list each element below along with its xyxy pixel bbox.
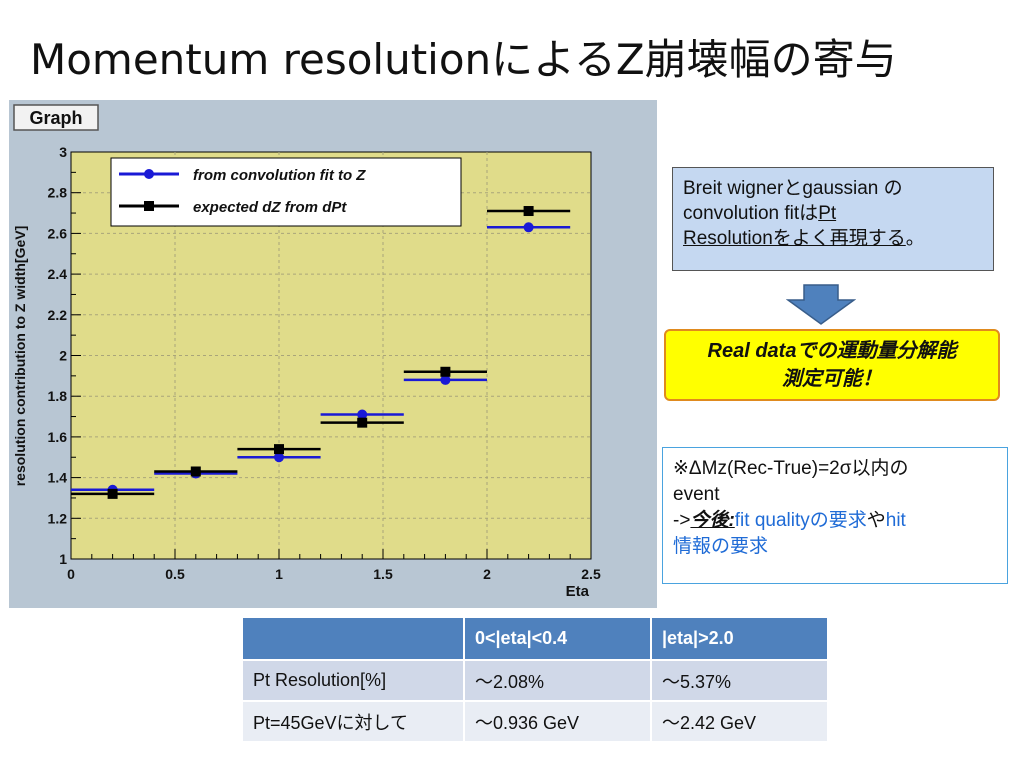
chart-svg: Graph 0 0.5 1 1.5 2 2.5 1 1.2 1.4 1.6 1.8 2 2.2 2.4 2.…: [9, 100, 657, 608]
note1-line3: Resolutionをよく再現する。: [683, 226, 983, 251]
down-arrow-icon: [786, 284, 856, 325]
y-axis-label: resolution contribution to Z width[GeV]: [12, 226, 28, 487]
table-header-row: 0<|eta|<0.4 |eta|>2.0: [241, 616, 829, 661]
note3-conjunction: や: [866, 510, 886, 531]
note3-line2: event: [673, 484, 720, 505]
legend-label-convolution: from convolution fit to Z: [193, 167, 366, 184]
page-title: Momentum resolutionによるZ崩壊幅の寄与: [30, 35, 897, 84]
y-tick-label: 2: [59, 348, 67, 364]
y-tick-label: 1.2: [48, 510, 68, 526]
x-axis-label: Eta: [566, 583, 590, 600]
y-tick-label: 2.2: [48, 307, 68, 323]
x-tick-label: 0: [67, 566, 75, 582]
note1-line3-underlined: Resolutionをよく再現する: [683, 228, 906, 249]
note1-line1: Breit wignerとgaussian の: [683, 178, 903, 199]
note2-line1: Real dataでの運動量分解能: [707, 340, 957, 362]
table-cell: ～5.37%: [650, 659, 829, 702]
table-cell: Pt=45GeVに対して: [241, 700, 465, 743]
note3-arrow-text: ->: [673, 510, 691, 531]
table-row: Pt Resolution[%] ～2.08% ～5.37%: [241, 659, 829, 702]
table-header-cell: |eta|>2.0: [650, 616, 829, 661]
note1-line2-underlined: Pt: [818, 203, 837, 224]
table-cell: ～2.08%: [463, 659, 652, 702]
series-1-point: [357, 417, 368, 428]
series-0-point: [440, 374, 451, 385]
table-cell: ～2.42 GeV: [650, 700, 829, 743]
y-tick-label: 1.6: [48, 429, 68, 445]
y-tick-label: 2.8: [48, 185, 68, 201]
series-1-point: [274, 444, 284, 455]
resolution-table: 0<|eta|<0.4 |eta|>2.0 Pt Resolution[%] ～…: [241, 616, 829, 743]
series-0-point: [523, 222, 534, 233]
y-tick-label: 1.8: [48, 388, 68, 404]
series-1-point: [190, 466, 201, 477]
graph-label-box: [13, 104, 99, 131]
table-header-cell: 0<|eta|<0.4: [463, 616, 652, 661]
x-tick-label: 2.5: [581, 566, 601, 582]
x-tick-label: 0.5: [165, 566, 185, 582]
note3-fit-quality: fit qualityの要求: [734, 510, 867, 531]
y-tick-label: 1: [59, 551, 67, 567]
table-cell: Pt Resolution[%]: [241, 659, 465, 702]
legend-box: [110, 157, 462, 227]
note3-future-label: 今後:: [690, 510, 735, 531]
y-tick-label: 3: [59, 144, 67, 160]
series-1-point: [440, 366, 451, 377]
y-tick-label: 2.6: [48, 225, 68, 241]
axis-ticks: 0 0.5 1 1.5 2 2.5 1 1.2 1.4 1.6 1.8 2 2.2 2.4 2.6 2.8 3: [48, 144, 601, 582]
legend-marker-expected: [144, 201, 154, 211]
series-1-point: [107, 488, 118, 499]
series-0-point: [357, 409, 368, 420]
note3-line3: ->今後:fit qualityの要求やhit: [673, 508, 997, 534]
series-0-point: [274, 452, 284, 463]
note-convolution-fit: Breit wignerとgaussian の convolution fitは…: [672, 167, 994, 271]
y-tick-label: 2.4: [48, 266, 68, 282]
legend: from convolution fit to Z expected dZ fr…: [110, 157, 462, 227]
x-tick-label: 1.5: [373, 566, 393, 582]
note1-line2-text: convolution fitは: [683, 203, 819, 224]
graph-label: Graph: [29, 108, 82, 128]
legend-label-expected: expected dZ from dPt: [193, 199, 347, 216]
note-event-selection: ※ΔMz(Rec-True)=2σ以内の event ->今後:fit qual…: [662, 447, 1008, 584]
table-cell: ～0.936 GeV: [463, 700, 652, 743]
table-header-cell: [241, 616, 465, 661]
chart-panel: Graph 0 0.5 1 1.5 2 2.5 1 1.2 1.4 1.6 1.8 2 2.2 2.4 2.…: [9, 100, 657, 608]
legend-marker-convolution: [144, 169, 154, 179]
x-tick-label: 2: [483, 566, 491, 582]
note3-hit: hit: [885, 510, 906, 531]
y-tick-label: 1.4: [48, 470, 68, 486]
note3-line1: ※ΔMz(Rec-True)=2σ以内の: [673, 458, 909, 479]
data-marks: [71, 206, 571, 499]
note2-line2: 測定可能！: [782, 368, 882, 390]
table-row: Pt=45GeVに対して ～0.936 GeV ～2.42 GeV: [241, 700, 829, 743]
x-tick-label: 1: [275, 566, 283, 582]
note1-line2: convolution fitはPt: [683, 201, 983, 226]
series-1-point: [523, 206, 534, 217]
note3-line4: 情報の要求: [673, 536, 769, 557]
note-real-data: Real dataでの運動量分解能 測定可能！: [664, 329, 1000, 401]
note1-line3-text: 。: [905, 228, 925, 249]
